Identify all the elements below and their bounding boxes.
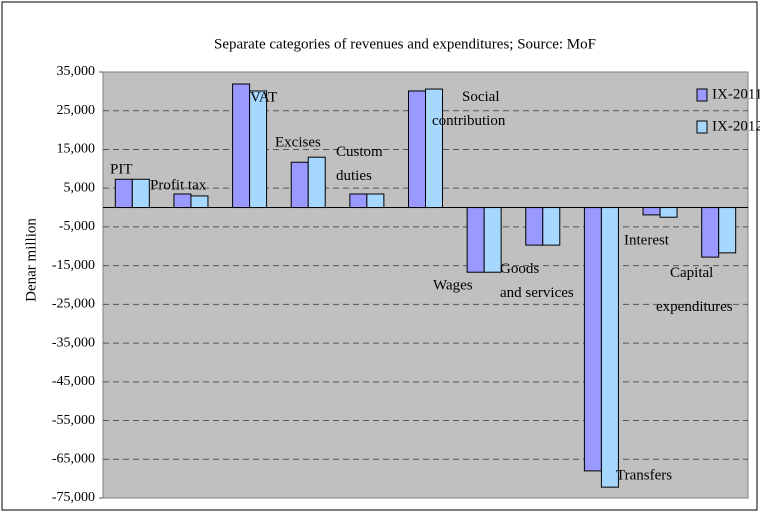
- category-label: Custom duties: [336, 144, 386, 184]
- y-tick-label: -55,000: [52, 413, 95, 428]
- y-tick-label: -5,000: [59, 219, 95, 234]
- bar: [349, 193, 368, 209]
- legend-label: IX-2012: [712, 118, 760, 134]
- y-tick-label: 25,000: [57, 103, 96, 118]
- bar: [701, 207, 720, 258]
- bar: [583, 207, 602, 472]
- bar: [466, 207, 485, 273]
- bar: [249, 90, 268, 209]
- category-label: Excises: [275, 134, 321, 150]
- y-tick-label: 5,000: [64, 180, 96, 195]
- bar: [408, 90, 426, 209]
- bar: [659, 207, 678, 218]
- y-tick-label: -25,000: [52, 297, 95, 312]
- y-tick-label: -35,000: [52, 335, 95, 350]
- legend-swatch: [696, 120, 708, 134]
- category-label: Social contribution: [432, 89, 506, 129]
- chart-title: Separate categories of revenues and expe…: [214, 36, 596, 52]
- bar: [232, 83, 251, 209]
- legend-label: IX-2011: [712, 86, 760, 102]
- bar: [173, 193, 192, 209]
- category-label: Interest: [624, 232, 670, 248]
- category-label: PIT: [110, 161, 133, 177]
- bar: [542, 207, 561, 246]
- bar: [642, 207, 661, 216]
- bar: [425, 88, 443, 209]
- bar: [600, 207, 619, 488]
- bar: [525, 207, 544, 246]
- y-tick-label: 15,000: [57, 142, 96, 157]
- bar: [718, 207, 737, 254]
- category-label: Wages: [433, 277, 473, 293]
- legend-swatch: [696, 88, 708, 102]
- bar: [131, 178, 150, 209]
- category-label: VAT: [250, 89, 277, 105]
- y-tick-label: -15,000: [52, 258, 95, 273]
- y-tick-label: -65,000: [52, 451, 95, 466]
- y-axis-label: Denar million: [23, 218, 39, 302]
- bar: [307, 156, 326, 209]
- y-tick-label: -45,000: [52, 374, 95, 389]
- category-label: Profit tax: [150, 177, 207, 193]
- category-label: Transfers: [616, 467, 672, 483]
- bar: [290, 161, 309, 209]
- bar: [366, 193, 385, 209]
- category-label: Goods and services: [500, 261, 574, 301]
- y-tick-label: -75,000: [52, 490, 95, 505]
- bar: [114, 178, 133, 209]
- category-label: Capital expenditures: [656, 265, 733, 315]
- bar: [483, 207, 502, 273]
- y-tick-label: 35,000: [57, 64, 96, 79]
- bar: [190, 195, 209, 209]
